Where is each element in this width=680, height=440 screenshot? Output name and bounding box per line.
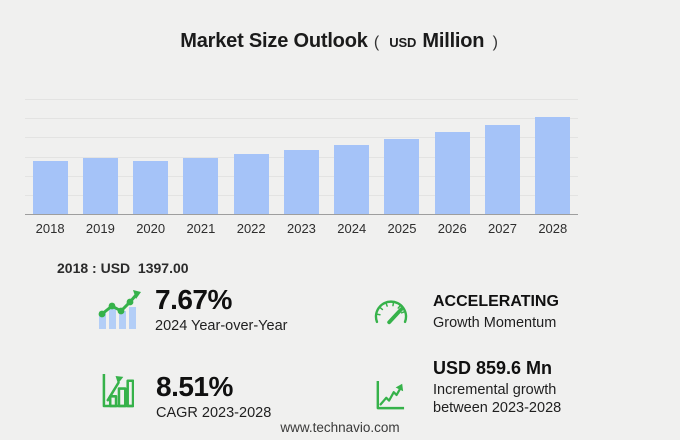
bar-column-2022 bbox=[226, 100, 276, 215]
x-tick-2022: 2022 bbox=[236, 221, 266, 236]
bar-column-2020 bbox=[126, 100, 176, 215]
bar-2026 bbox=[434, 132, 470, 215]
x-tick-2026: 2026 bbox=[437, 221, 467, 236]
bar-2022 bbox=[233, 153, 269, 215]
chart-title-main: Market Size Outlook bbox=[180, 30, 368, 52]
bar-2025 bbox=[384, 138, 420, 215]
bar-2027 bbox=[485, 124, 521, 215]
bar-column-2024 bbox=[327, 100, 377, 215]
stat-momentum: ACCELERATING Growth Momentum bbox=[371, 293, 559, 332]
cagr-label: CAGR 2023-2028 bbox=[156, 405, 272, 421]
yoy-label: 2024 Year-over-Year bbox=[155, 318, 288, 334]
bar-2020 bbox=[133, 160, 169, 215]
bar-column-2023 bbox=[276, 100, 326, 215]
source-url[interactable]: www.technavio.com bbox=[280, 420, 400, 435]
x-tick-2018: 2018 bbox=[35, 221, 65, 236]
gridline bbox=[25, 137, 578, 139]
incremental-label-line1: Incremental growth bbox=[433, 382, 557, 398]
x-tick-2025: 2025 bbox=[387, 221, 417, 236]
gridline bbox=[25, 99, 578, 100]
close-paren: ) bbox=[492, 34, 498, 51]
bar-2024 bbox=[334, 144, 370, 215]
incremental-value: USD 859.6 Mn bbox=[433, 358, 553, 378]
x-tick-2021: 2021 bbox=[186, 221, 216, 236]
x-tick-2027: 2027 bbox=[488, 221, 517, 236]
bar-column-2028 bbox=[528, 100, 578, 215]
currency-label: USD bbox=[389, 35, 417, 50]
bar-chart-arrow-icon bbox=[101, 372, 135, 414]
bar-series bbox=[25, 100, 578, 215]
unit-label: Million bbox=[422, 30, 485, 52]
bar-line-growth-icon bbox=[96, 285, 142, 336]
bar-2018 bbox=[32, 161, 68, 215]
momentum-value: ACCELERATING bbox=[433, 293, 559, 310]
stat-yoy: 7.67% 2024 Year-over-Year bbox=[96, 285, 287, 336]
speedometer-icon bbox=[371, 297, 411, 332]
bar-column-2025 bbox=[377, 100, 427, 215]
bar-column-2021 bbox=[176, 100, 226, 215]
bar-column-2019 bbox=[75, 100, 125, 215]
x-tick-2023: 2023 bbox=[286, 221, 316, 236]
bar-2023 bbox=[283, 149, 319, 215]
x-tick-2020: 2020 bbox=[136, 221, 166, 236]
momentum-label: Growth Momentum bbox=[433, 315, 557, 331]
open-paren: ( bbox=[373, 34, 380, 51]
base-year-value: 2018 : USD 1397.00 bbox=[57, 260, 189, 276]
stat-incremental: USD 859.6 Mn Incremental growth between … bbox=[375, 358, 561, 417]
x-axis-line bbox=[25, 214, 578, 215]
yoy-value: 7.67% bbox=[155, 284, 232, 315]
stat-cagr: 8.51% CAGR 2023-2028 bbox=[101, 372, 271, 422]
chart-title: Market Size Outlook ( USD Million ) bbox=[0, 30, 680, 53]
bar-2028 bbox=[535, 116, 571, 215]
x-axis-labels: 2018 2019 2020 2021 2022 2023 2024 2025 2026 2027… bbox=[25, 221, 578, 236]
cagr-value: 8.51% bbox=[156, 371, 233, 402]
line-chart-arrow-icon bbox=[375, 379, 405, 416]
bar-chart-plot-area bbox=[25, 99, 578, 215]
bar-column-2026 bbox=[427, 100, 477, 215]
x-tick-2019: 2019 bbox=[85, 221, 115, 236]
bar-2021 bbox=[183, 157, 219, 215]
incremental-label-line2: between 2023-2028 bbox=[433, 400, 562, 416]
bar-2019 bbox=[82, 158, 118, 215]
bar-column-2027 bbox=[478, 100, 528, 215]
x-tick-2028: 2028 bbox=[538, 221, 568, 236]
bar-column-2018 bbox=[25, 100, 75, 215]
gridline bbox=[25, 118, 578, 120]
x-tick-2024: 2024 bbox=[337, 221, 367, 236]
